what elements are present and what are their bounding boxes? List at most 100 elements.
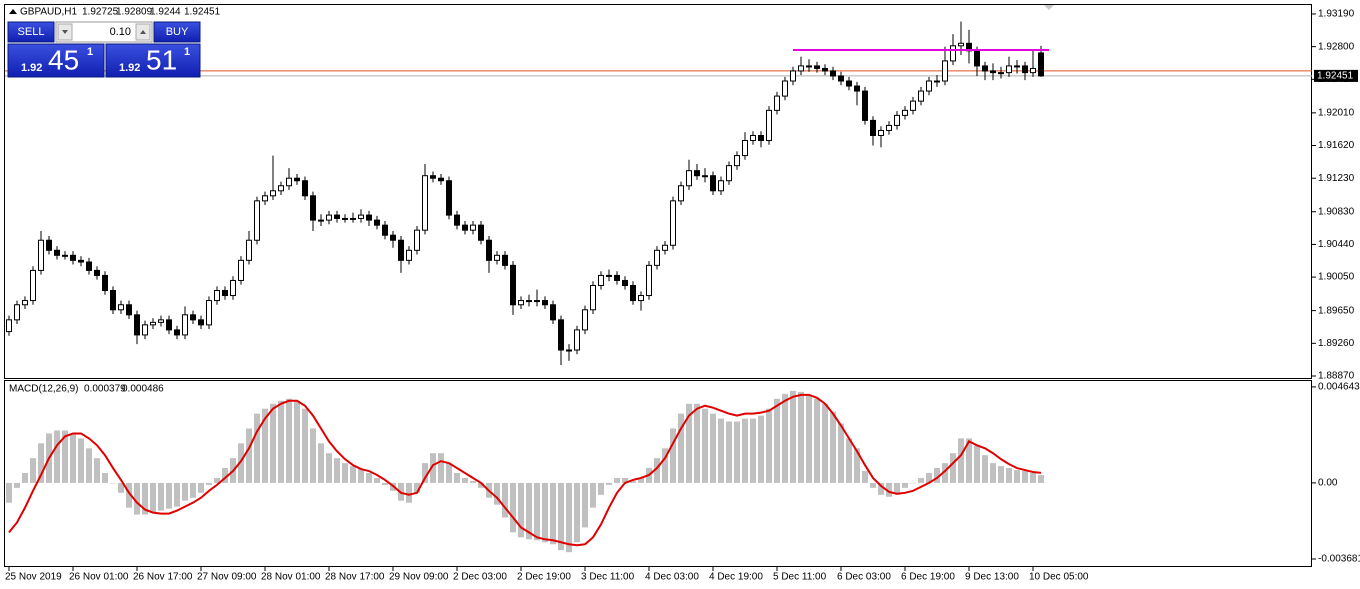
candle-body [510, 264, 516, 306]
macd-bar [566, 482, 572, 553]
candle-body [422, 175, 428, 231]
candle-body [686, 170, 692, 187]
macd-bar [1038, 475, 1044, 483]
x-tick-label: 29 Nov 09:00 [389, 572, 449, 583]
macd-bar [686, 403, 692, 483]
sell-button[interactable] [7, 21, 55, 43]
candle-body [774, 95, 780, 111]
macd-bar [846, 438, 852, 483]
macd-bar [966, 438, 972, 483]
candle-body [1006, 65, 1012, 74]
candle-body [142, 324, 148, 336]
macd-bar [30, 458, 36, 483]
candle-body [694, 170, 700, 177]
candle-body [758, 134, 764, 142]
macd-bar [62, 430, 68, 483]
candle-body [630, 284, 636, 302]
macd-bar [182, 482, 188, 501]
macd-bar [670, 428, 676, 483]
y-tick-label: 1.93190 [1318, 9, 1355, 20]
macd-bar [622, 477, 628, 483]
lot-box[interactable] [55, 21, 153, 43]
candle-body [158, 319, 164, 323]
macd-bar [518, 482, 524, 538]
macd-bar [78, 438, 84, 483]
candle-body [942, 60, 948, 82]
macd-bar [902, 482, 908, 488]
open-value: 1.92725 [82, 7, 119, 18]
candle-body [678, 185, 684, 202]
candle-body [6, 319, 12, 333]
macd-bar [526, 482, 532, 540]
price-pane [4, 4, 1312, 379]
candle-body [222, 290, 228, 297]
candle-body [486, 239, 492, 261]
sell-label[interactable]: SELL [18, 26, 45, 38]
macd-bar [830, 411, 836, 483]
macd-bar [958, 438, 964, 483]
candle-body [918, 90, 924, 102]
candle-body [1014, 65, 1020, 68]
macd-bar [174, 482, 180, 507]
candle-body [766, 109, 772, 142]
macd-bar [374, 477, 380, 483]
lot-down-icon [62, 30, 68, 34]
collapse-icon [9, 9, 17, 14]
candle-body [30, 269, 36, 302]
candle-body [310, 195, 316, 221]
macd-bar [870, 482, 876, 488]
candle-body [326, 214, 332, 221]
candle-body [46, 239, 52, 251]
candle-body [350, 217, 356, 220]
macd-bar [222, 468, 228, 483]
candle-body [782, 80, 788, 97]
macd-bar [726, 421, 732, 483]
candle-body [278, 185, 284, 192]
candle-body [838, 75, 844, 82]
bid-pips: 45 [48, 44, 79, 75]
x-tick-label: 27 Nov 09:00 [197, 572, 257, 583]
candle-body [654, 249, 660, 266]
macd-bar [22, 473, 28, 483]
macd-bar [774, 398, 780, 483]
candle-body [398, 239, 404, 261]
buy-label[interactable]: BUY [166, 26, 189, 38]
lot-value[interactable]: 0.10 [110, 26, 131, 38]
macd-bar [590, 482, 596, 508]
macd-bar [654, 458, 660, 483]
macd-bar [470, 480, 476, 483]
macd-bar [406, 482, 412, 503]
price-tag [1314, 69, 1358, 82]
macd-bar [118, 482, 124, 493]
x-tick-label: 5 Dec 11:00 [773, 572, 827, 583]
bid-box[interactable] [7, 43, 105, 78]
candle-body [238, 259, 244, 281]
ask-box[interactable] [105, 43, 201, 78]
candle-body [374, 219, 380, 226]
buy-button[interactable] [153, 21, 201, 43]
macd-bar [742, 418, 748, 483]
candle-body [470, 224, 476, 231]
macd-bar [694, 403, 700, 483]
low-value: 1.9244 [150, 7, 181, 18]
macd-bar [1006, 468, 1012, 483]
candle-body [166, 319, 172, 331]
candle-body [614, 274, 620, 281]
macd-bar [614, 477, 620, 483]
candle-body [806, 65, 812, 68]
candle-body [854, 85, 860, 92]
candle-body [214, 290, 220, 302]
macd-bar [950, 453, 956, 483]
macd-bar [302, 408, 308, 483]
candle-body [206, 300, 212, 326]
close-value: 1.92451 [184, 7, 221, 18]
macd-bar [550, 482, 556, 545]
lot-up-icon [140, 30, 146, 34]
macd-bar [782, 393, 788, 483]
y-tick-label: 1.92800 [1318, 41, 1355, 52]
candle-body [126, 304, 132, 316]
macd-bar [582, 482, 588, 528]
y-tick-label: 1.89260 [1318, 338, 1355, 349]
candle-body [894, 114, 900, 126]
